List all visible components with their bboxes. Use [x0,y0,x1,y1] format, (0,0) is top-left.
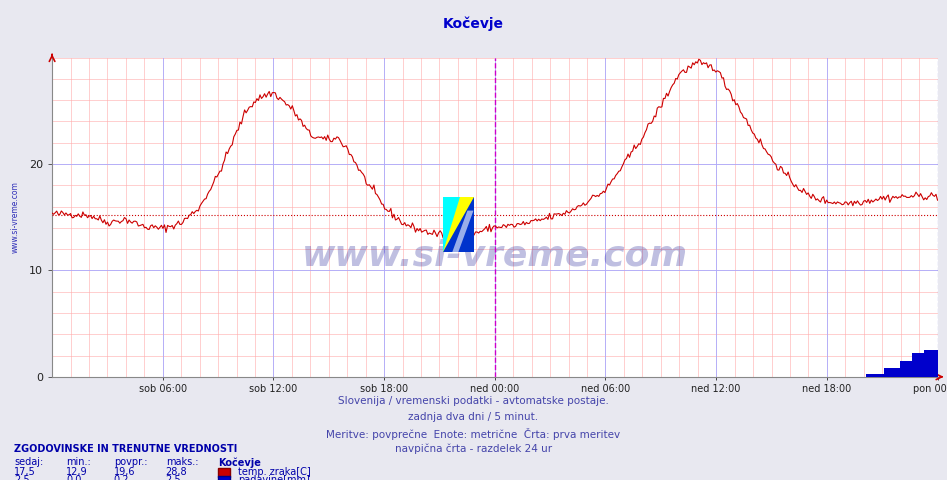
Bar [902,361,906,377]
Bar [906,361,911,377]
Bar [884,368,889,377]
Bar [909,361,914,377]
Bar [867,373,872,377]
Text: 0,0: 0,0 [66,475,81,480]
Bar [866,373,870,377]
Bar [872,373,877,377]
Text: Meritve: povprečne  Enote: metrične  Črta: prva meritev: Meritve: povprečne Enote: metrične Črta:… [327,428,620,440]
Bar [892,368,897,377]
Text: www.si-vreme.com: www.si-vreme.com [10,181,19,253]
Text: 19,6: 19,6 [114,467,135,477]
Bar [890,368,895,377]
Bar [926,350,931,377]
Polygon shape [453,211,474,252]
Text: 0,2: 0,2 [114,475,129,480]
Text: 28,8: 28,8 [166,467,188,477]
Bar [899,368,902,377]
Polygon shape [443,197,460,252]
Text: povpr.:: povpr.: [114,457,147,468]
Bar [936,350,939,377]
Bar [921,353,926,377]
Bar [920,353,924,377]
Text: ZGODOVINSKE IN TRENUTNE VREDNOSTI: ZGODOVINSKE IN TRENUTNE VREDNOSTI [14,444,238,454]
Text: 12,9: 12,9 [66,467,88,477]
Polygon shape [443,197,474,252]
Bar [889,368,894,377]
Bar [900,361,904,377]
Bar [880,373,884,377]
Text: 2,5: 2,5 [166,475,181,480]
Text: zadnja dva dni / 5 minut.: zadnja dva dni / 5 minut. [408,412,539,422]
Bar [931,350,936,377]
Polygon shape [443,197,474,252]
Bar [894,368,899,377]
Bar [904,361,909,377]
Bar [919,353,923,377]
Bar [923,353,927,377]
Text: 17,5: 17,5 [14,467,36,477]
Bar [912,353,917,377]
Bar [897,368,902,377]
Bar [875,373,880,377]
Bar [911,361,915,377]
Bar [934,350,938,377]
Bar [882,373,886,377]
Text: www.si-vreme.com: www.si-vreme.com [302,239,688,273]
Text: Slovenija / vremenski podatki - avtomatske postaje.: Slovenija / vremenski podatki - avtomats… [338,396,609,406]
Text: sedaj:: sedaj: [14,457,44,468]
Bar [874,373,878,377]
Text: Kočevje: Kočevje [218,457,260,468]
Bar [929,350,934,377]
Text: min.:: min.: [66,457,91,468]
Bar [895,368,900,377]
Bar [907,361,912,377]
Bar [877,373,882,377]
Text: navpična črta - razdelek 24 ur: navpična črta - razdelek 24 ur [395,444,552,454]
Bar [927,350,932,377]
Bar [878,373,883,377]
Bar [915,353,920,377]
Text: 2,5: 2,5 [14,475,29,480]
Text: padavine[mm]: padavine[mm] [238,475,310,480]
Bar [886,368,890,377]
Bar [902,361,907,377]
Text: maks.:: maks.: [166,457,198,468]
Bar [914,353,919,377]
Bar [932,350,937,377]
Bar [870,373,875,377]
Bar [924,350,929,377]
Bar [883,373,887,377]
Bar [917,353,921,377]
Bar [869,373,874,377]
Bar [887,368,892,377]
Text: Kočevje: Kočevje [443,17,504,31]
Text: temp. zraka[C]: temp. zraka[C] [238,467,311,477]
